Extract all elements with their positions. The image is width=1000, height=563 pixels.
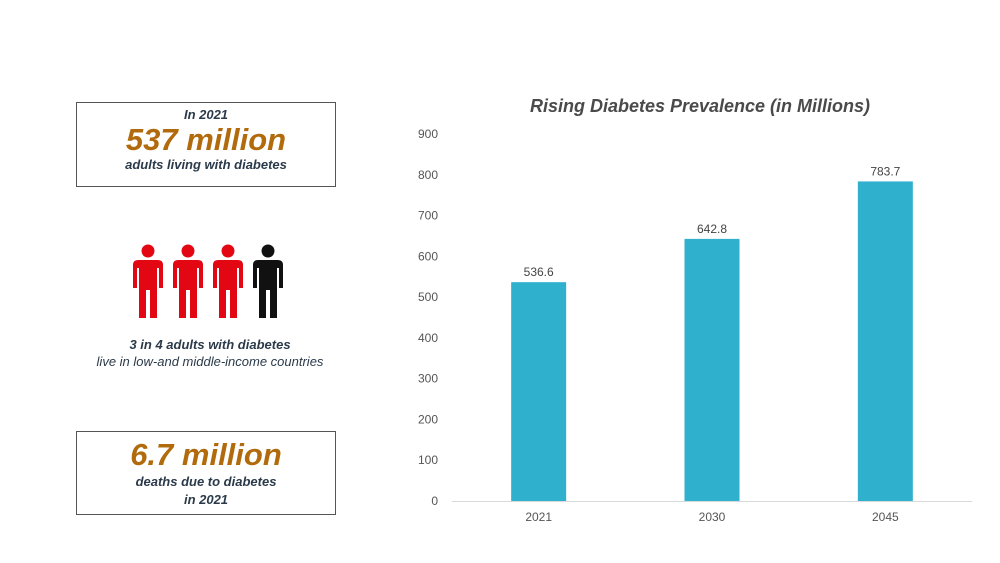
people-caption-line1: 3 in 4 adults with diabetes xyxy=(129,337,291,352)
stat-caption: adults living with diabetes xyxy=(125,157,287,172)
bar-2030 xyxy=(684,238,740,502)
data-label: 642.8 xyxy=(697,222,727,236)
y-tick-label: 900 xyxy=(418,127,438,141)
y-tick-label: 200 xyxy=(418,412,438,426)
y-tick-label: 100 xyxy=(418,453,438,467)
person-black-icon xyxy=(253,244,283,318)
person-red-icon xyxy=(133,244,163,318)
person-red-icon xyxy=(213,244,243,318)
people-caption: 3 in 4 adults with diabetes live in low-… xyxy=(60,336,360,370)
stat-value-adults: 537 million xyxy=(125,122,287,157)
y-tick-label: 0 xyxy=(431,494,438,508)
stat-box-2021: In 2021 537 million adults living with d… xyxy=(76,102,336,187)
bar-2021 xyxy=(511,282,567,501)
y-tick-label: 700 xyxy=(418,209,438,223)
y-tick-label: 800 xyxy=(418,168,438,182)
person-red-icon xyxy=(173,244,203,318)
chart-title: Rising Diabetes Prevalence (in Millions) xyxy=(529,96,871,116)
y-tick-label: 300 xyxy=(418,372,438,386)
stat-heading: In 2021 xyxy=(183,107,229,122)
y-tick-label: 600 xyxy=(418,249,438,263)
data-label: 536.6 xyxy=(524,265,554,279)
stat-box-deaths: 6.7 million deaths due to diabetes in 20… xyxy=(76,431,336,515)
stat-caption-line1: deaths due to diabetes xyxy=(135,474,277,489)
bar-chart: 0 100 200 300 400 500 600 700 800 900 536.6 642.8 7… xyxy=(418,127,972,524)
x-tick-label: 2045 xyxy=(872,510,899,524)
bar-2045 xyxy=(857,181,913,501)
stat-caption-line2: in 2021 xyxy=(183,492,229,507)
people-caption-line2: live in low-and middle-income countries xyxy=(96,354,324,369)
x-tick-label: 2030 xyxy=(699,510,726,524)
y-tick-label: 400 xyxy=(418,331,438,345)
stat-value-deaths: 6.7 million xyxy=(130,437,282,472)
y-tick-label: 500 xyxy=(418,290,438,304)
people-graphic xyxy=(133,244,283,318)
x-tick-label: 2021 xyxy=(525,510,552,524)
data-label: 783.7 xyxy=(870,164,900,178)
